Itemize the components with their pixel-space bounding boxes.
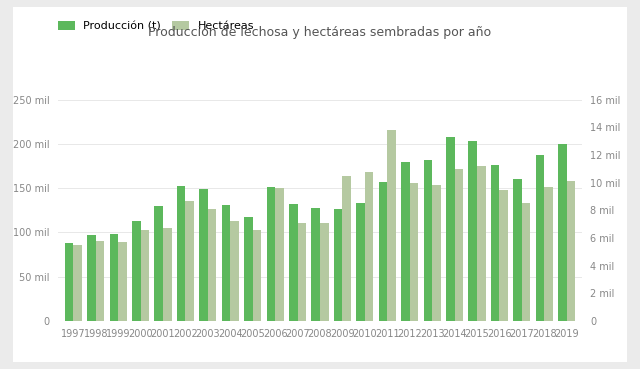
Bar	[230, 221, 239, 321]
Bar	[298, 223, 306, 321]
Bar	[424, 160, 432, 321]
Bar	[558, 144, 566, 321]
Bar	[199, 189, 208, 321]
Bar	[387, 130, 396, 321]
Legend: Producción (t), Hectáreas: Producción (t), Hectáreas	[58, 21, 254, 31]
Bar	[566, 181, 575, 321]
Bar	[491, 165, 499, 321]
Bar	[109, 234, 118, 321]
Bar	[432, 185, 441, 321]
Bar	[536, 155, 544, 321]
Bar	[65, 243, 74, 321]
Bar	[342, 176, 351, 321]
Bar	[454, 169, 463, 321]
Bar	[74, 245, 82, 321]
Bar	[163, 228, 172, 321]
Bar	[544, 187, 553, 321]
Bar	[267, 187, 275, 321]
Bar	[253, 230, 261, 321]
Bar	[141, 230, 149, 321]
Bar	[132, 221, 141, 321]
Bar	[177, 186, 186, 321]
Bar	[499, 190, 508, 321]
Bar	[186, 201, 194, 321]
Bar	[410, 183, 418, 321]
Bar	[154, 206, 163, 321]
Bar	[446, 137, 454, 321]
Bar	[334, 208, 342, 321]
Bar	[312, 208, 320, 321]
Text: Producción de lechosa y hectáreas sembradas por año: Producción de lechosa y hectáreas sembra…	[148, 26, 492, 39]
Bar	[365, 172, 373, 321]
Bar	[96, 241, 104, 321]
Bar	[275, 188, 284, 321]
Bar	[222, 205, 230, 321]
Bar	[522, 203, 531, 321]
Bar	[401, 162, 410, 321]
Bar	[356, 203, 365, 321]
Bar	[513, 179, 522, 321]
Bar	[208, 209, 216, 321]
Bar	[244, 217, 253, 321]
Bar	[477, 166, 486, 321]
Bar	[87, 235, 96, 321]
Bar	[289, 204, 298, 321]
Bar	[320, 223, 328, 321]
Bar	[379, 182, 387, 321]
Bar	[118, 242, 127, 321]
Bar	[468, 141, 477, 321]
